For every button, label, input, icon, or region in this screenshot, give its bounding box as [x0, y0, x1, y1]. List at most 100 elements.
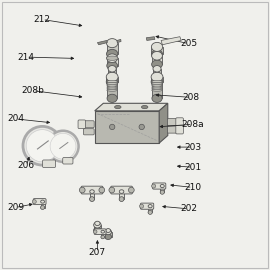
- FancyBboxPatch shape: [106, 77, 118, 82]
- Polygon shape: [117, 39, 121, 43]
- Ellipse shape: [94, 222, 101, 228]
- Ellipse shape: [107, 85, 117, 87]
- Ellipse shape: [107, 89, 117, 91]
- Ellipse shape: [148, 205, 152, 208]
- FancyBboxPatch shape: [153, 183, 166, 189]
- FancyBboxPatch shape: [151, 77, 163, 82]
- Ellipse shape: [119, 197, 124, 201]
- Ellipse shape: [107, 61, 117, 70]
- Polygon shape: [159, 103, 168, 143]
- Ellipse shape: [148, 211, 152, 214]
- FancyBboxPatch shape: [107, 83, 117, 98]
- Ellipse shape: [107, 94, 117, 102]
- FancyBboxPatch shape: [94, 225, 101, 230]
- Ellipse shape: [101, 236, 104, 238]
- Ellipse shape: [153, 66, 161, 72]
- Circle shape: [151, 184, 156, 188]
- FancyBboxPatch shape: [41, 202, 45, 208]
- Text: 207: 207: [89, 248, 106, 257]
- FancyBboxPatch shape: [90, 192, 94, 199]
- FancyBboxPatch shape: [83, 129, 94, 135]
- Text: 208a: 208a: [181, 120, 204, 129]
- FancyBboxPatch shape: [95, 111, 159, 143]
- Ellipse shape: [151, 50, 163, 59]
- Ellipse shape: [152, 52, 162, 60]
- FancyBboxPatch shape: [152, 56, 162, 64]
- Ellipse shape: [107, 87, 117, 89]
- Ellipse shape: [151, 77, 163, 87]
- Ellipse shape: [152, 89, 162, 91]
- FancyBboxPatch shape: [167, 119, 180, 126]
- Ellipse shape: [107, 80, 117, 83]
- Text: 205: 205: [180, 39, 197, 48]
- Ellipse shape: [151, 42, 163, 51]
- Circle shape: [119, 197, 124, 201]
- Ellipse shape: [41, 200, 45, 203]
- FancyBboxPatch shape: [160, 186, 164, 192]
- Text: 208b: 208b: [22, 86, 44, 95]
- Ellipse shape: [114, 106, 121, 109]
- Ellipse shape: [160, 184, 164, 188]
- Polygon shape: [97, 40, 107, 45]
- FancyBboxPatch shape: [101, 232, 104, 237]
- FancyBboxPatch shape: [106, 231, 110, 232]
- FancyBboxPatch shape: [148, 206, 152, 212]
- Text: 210: 210: [184, 183, 201, 192]
- Text: 208: 208: [183, 93, 200, 102]
- Ellipse shape: [106, 77, 118, 87]
- Polygon shape: [95, 103, 168, 111]
- Ellipse shape: [152, 87, 162, 89]
- FancyBboxPatch shape: [152, 83, 162, 98]
- Text: 203: 203: [184, 143, 201, 151]
- FancyBboxPatch shape: [176, 118, 183, 126]
- Circle shape: [23, 126, 62, 165]
- Ellipse shape: [105, 234, 112, 239]
- Ellipse shape: [106, 72, 118, 82]
- Circle shape: [48, 131, 79, 162]
- Ellipse shape: [101, 230, 104, 233]
- FancyBboxPatch shape: [43, 160, 56, 167]
- Circle shape: [139, 124, 144, 130]
- FancyBboxPatch shape: [94, 229, 106, 235]
- FancyBboxPatch shape: [151, 47, 163, 55]
- Ellipse shape: [95, 223, 100, 228]
- FancyBboxPatch shape: [81, 186, 103, 194]
- Ellipse shape: [107, 39, 118, 48]
- Circle shape: [148, 210, 152, 214]
- FancyBboxPatch shape: [105, 232, 112, 237]
- Ellipse shape: [152, 94, 162, 102]
- Ellipse shape: [151, 72, 163, 82]
- FancyBboxPatch shape: [82, 121, 94, 128]
- FancyBboxPatch shape: [119, 192, 124, 199]
- Circle shape: [140, 204, 144, 208]
- Polygon shape: [161, 37, 181, 45]
- Ellipse shape: [90, 197, 94, 201]
- Ellipse shape: [152, 79, 162, 88]
- Ellipse shape: [160, 191, 164, 194]
- FancyBboxPatch shape: [33, 199, 46, 205]
- Circle shape: [32, 200, 36, 204]
- FancyBboxPatch shape: [63, 158, 73, 164]
- Ellipse shape: [41, 206, 45, 209]
- Text: 212: 212: [34, 15, 51, 24]
- FancyBboxPatch shape: [108, 69, 116, 76]
- Text: 201: 201: [184, 163, 201, 172]
- Circle shape: [26, 130, 58, 162]
- FancyBboxPatch shape: [107, 58, 117, 66]
- FancyBboxPatch shape: [111, 186, 132, 194]
- Circle shape: [129, 187, 134, 193]
- Text: 206: 206: [18, 161, 35, 170]
- Circle shape: [101, 235, 104, 239]
- Ellipse shape: [152, 80, 162, 83]
- Text: 204: 204: [7, 114, 24, 123]
- Ellipse shape: [94, 227, 101, 233]
- Ellipse shape: [105, 229, 112, 235]
- Text: 202: 202: [180, 204, 197, 213]
- Ellipse shape: [106, 229, 110, 232]
- Ellipse shape: [106, 56, 118, 60]
- Circle shape: [41, 205, 45, 210]
- Circle shape: [90, 197, 94, 201]
- Ellipse shape: [141, 106, 148, 109]
- FancyBboxPatch shape: [167, 126, 180, 133]
- Ellipse shape: [95, 221, 100, 225]
